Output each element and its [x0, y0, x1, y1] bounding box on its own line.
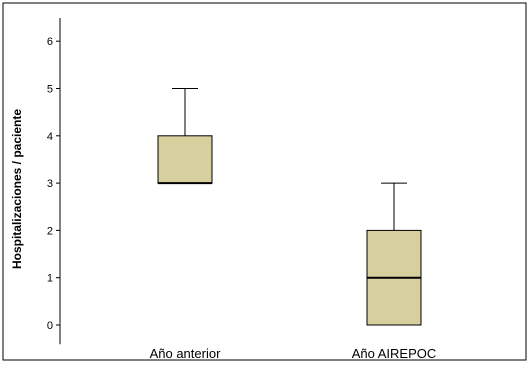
y-tick-label: 3 [47, 178, 53, 190]
y-tick-label: 6 [47, 36, 53, 48]
y-tick-label: 1 [47, 273, 53, 285]
y-axis: 0 1 2 3 4 5 6 [47, 18, 61, 345]
box-series [157, 88, 422, 326]
y-tick-label: 0 [47, 320, 53, 332]
x-axis-labels: Año anterior Año AIREPOC [150, 346, 437, 361]
x-category-label: Año anterior [150, 346, 221, 361]
box-1 [157, 88, 213, 185]
box-iqr [157, 135, 213, 184]
y-axis-title: Hospitalizaciones / paciente [10, 109, 24, 269]
x-category-label: Año AIREPOC [352, 346, 437, 361]
box-2 [366, 182, 422, 326]
plot-frame [2, 2, 527, 361]
y-tick-label: 4 [47, 131, 53, 143]
y-tick-label: 5 [47, 84, 53, 96]
y-tick-label: 2 [47, 225, 53, 237]
